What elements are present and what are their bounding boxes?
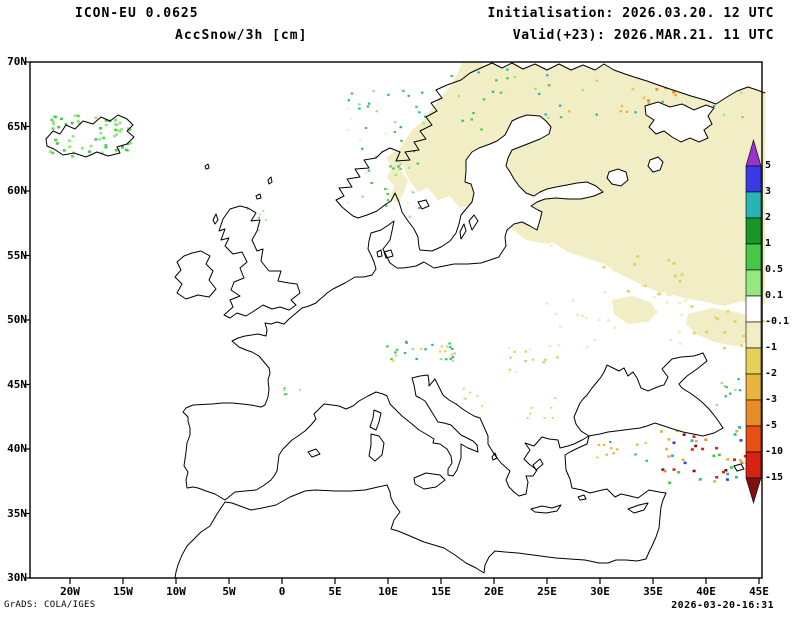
lon-label-15W: 15W — [113, 585, 133, 598]
shading-layer — [386, 62, 765, 346]
lat-label-65N: 65N — [7, 119, 27, 133]
colorbar-label-2: 2 — [765, 212, 772, 223]
island-ireland — [174, 250, 217, 300]
barents-sea-fill — [483, 62, 765, 104]
colorbar-bottom-arrow — [745, 477, 762, 505]
colorbar-band-3 — [745, 243, 762, 271]
colorbar-label-0.5: 0.5 — [765, 264, 784, 275]
lon-label-5W: 5W — [222, 585, 236, 598]
colorbar — [745, 138, 762, 505]
colorbar-band-2 — [745, 217, 762, 245]
lon-label-20W: 20W — [60, 585, 80, 598]
model-title: ICON-EU 0.0625 — [75, 6, 199, 21]
coastline-continental — [174, 66, 667, 579]
colorbar-band-9 — [745, 399, 762, 427]
island-oland — [459, 223, 467, 240]
colorbar-label--1: -1 — [765, 342, 778, 353]
lon-label-15E: 15E — [431, 585, 451, 598]
colorbar-band-1 — [745, 191, 762, 219]
variable-title: AccSnow/3h [cm] — [175, 28, 308, 43]
lon-label-40E: 40E — [696, 585, 716, 598]
coastline-layer — [45, 62, 766, 579]
colorbar-band-0 — [745, 165, 762, 193]
lat-label-60N: 60N — [7, 184, 27, 197]
island-shetland — [267, 176, 273, 185]
lat-label-45N: 45N — [7, 377, 27, 391]
island-great-britain — [218, 205, 301, 319]
colorbar-band-8 — [745, 373, 762, 401]
island-iceland — [45, 114, 135, 158]
valid-time: Valid(+23): 2026.MAR.21. 11 UTC — [512, 28, 774, 43]
island-zealand — [383, 249, 394, 259]
lon-label-5E: 5E — [328, 585, 342, 598]
lake-onega — [647, 156, 664, 173]
colorbar-band-10 — [745, 425, 762, 453]
lon-label-10W: 10W — [166, 585, 186, 598]
colorbar-label-5: 5 — [765, 160, 772, 171]
lon-label-20E: 20E — [484, 585, 504, 598]
lake-vanern — [417, 199, 430, 210]
black-sea — [573, 352, 724, 437]
colorbar-band-7 — [745, 347, 762, 375]
lon-label-35E: 35E — [643, 585, 663, 598]
island-mallorca — [307, 448, 321, 458]
lat-label-55N: 55N — [7, 248, 27, 262]
colorbar-band-11 — [745, 451, 762, 479]
island-rhodes — [577, 494, 587, 501]
lake-van — [733, 463, 745, 472]
island-corfu — [491, 452, 498, 461]
colorbar-label--10: -10 — [765, 446, 784, 457]
island-orkney — [255, 193, 262, 200]
island-crete — [530, 504, 562, 514]
colorbar-label-1: 1 — [765, 238, 772, 249]
colorbar-label--15: -15 — [765, 472, 784, 483]
lon-label-25E: 25E — [537, 585, 557, 598]
island-hebrides — [212, 213, 219, 225]
lat-label-30N: 30N — [7, 571, 27, 584]
lat-label-35N: 35N — [7, 506, 27, 520]
creation-timestamp: 2026-03-20-16:31 — [671, 600, 774, 611]
island-cyprus — [627, 502, 649, 514]
lat-label-70N: 70N — [7, 55, 27, 68]
colorbar-band-5 — [745, 295, 762, 323]
init-time: Initialisation: 2026.03.20. 12 UTC — [487, 6, 774, 21]
colorbar-label--3: -3 — [765, 394, 778, 405]
island-gotland — [468, 214, 479, 231]
colorbar-label--2: -2 — [765, 368, 778, 379]
island-sicily — [413, 472, 446, 490]
shading-region-mid-russia — [612, 296, 658, 324]
colorbar-label--0.1: -0.1 — [765, 316, 790, 327]
lon-label-10E: 10E — [378, 585, 398, 598]
shading-region-norway-spine — [386, 150, 408, 203]
axis-ticks — [24, 61, 760, 584]
lon-label-0: 0 — [278, 585, 286, 598]
lon-label-30E: 30E — [590, 585, 610, 598]
baltic-sea-fill — [383, 115, 603, 268]
colorbar-band-4 — [745, 269, 762, 297]
island-corsica — [369, 409, 382, 431]
coastline-arctic — [482, 62, 766, 105]
lat-label-50N: 50N — [7, 313, 27, 326]
colorbar-label-3: 3 — [765, 186, 772, 197]
white-sea — [644, 101, 715, 143]
colorbar-band-6 — [745, 321, 762, 349]
grads-credit: GrADS: COLA/IGES — [4, 600, 96, 610]
island-funen — [376, 249, 383, 258]
lon-label-45E: 45E — [749, 585, 769, 598]
sea-layer — [383, 62, 765, 472]
island-euboea — [532, 458, 544, 471]
island-faroe — [204, 163, 210, 170]
colorbar-label--5: -5 — [765, 420, 778, 431]
lake-ladoga — [606, 168, 629, 187]
island-sardinia — [368, 433, 385, 462]
lat-label-40N: 40N — [7, 442, 27, 455]
colorbar-label-0.1: 0.1 — [765, 290, 784, 301]
